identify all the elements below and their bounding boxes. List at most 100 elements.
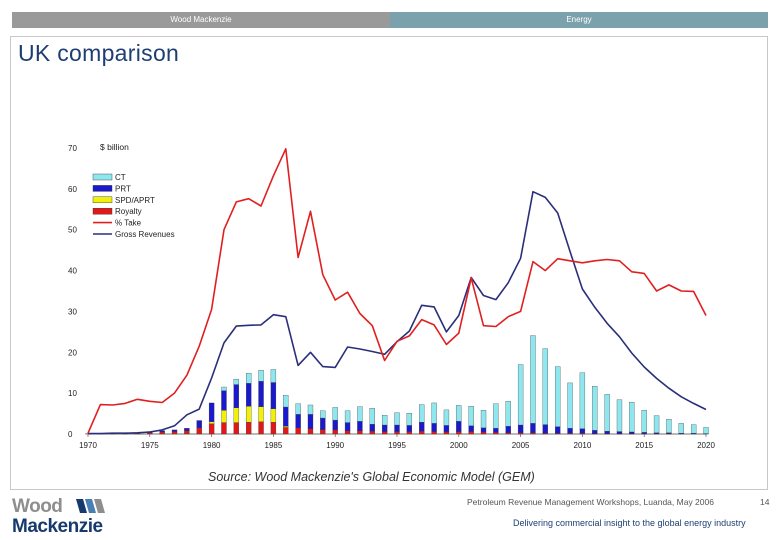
- x-tick-label: 1985: [265, 441, 283, 450]
- footer-event-text: Petroleum Revenue Management Workshops, …: [467, 497, 714, 507]
- page-number: 14: [760, 497, 770, 507]
- bar-segment: [357, 421, 363, 431]
- bar-segment: [456, 431, 462, 435]
- bar-segment: [270, 369, 277, 383]
- bar-segment: [579, 372, 586, 429]
- bar-segment: [270, 382, 277, 409]
- bar-segment: [530, 423, 536, 433]
- x-tick-label: 1990: [326, 441, 344, 450]
- bar-segment: [233, 422, 239, 435]
- bar-segment: [258, 406, 264, 422]
- bar-segment: [703, 427, 709, 434]
- bar-segment: [530, 335, 536, 424]
- bar-segment: [381, 424, 388, 432]
- bar-segment: [147, 432, 153, 435]
- y-tick-label: 30: [68, 307, 77, 316]
- bar-segment: [344, 422, 351, 431]
- bar-segment: [517, 424, 524, 433]
- y-tick-label: 60: [68, 185, 77, 194]
- bar-segment: [419, 404, 425, 423]
- bar-segment: [171, 429, 178, 432]
- bar-segment: [159, 431, 165, 435]
- bar-segment: [629, 401, 635, 433]
- bar-segment: [542, 348, 548, 425]
- bar-segment: [493, 432, 499, 435]
- bar-segment: [443, 431, 450, 435]
- bar-segment: [641, 432, 647, 434]
- bar-segment: [307, 428, 314, 435]
- bar-segment: [332, 429, 338, 435]
- bar-segment: [295, 414, 301, 429]
- bar-segment: [246, 383, 252, 407]
- bar-segment: [295, 403, 301, 415]
- bar-segment: [320, 417, 326, 430]
- bar-segment: [480, 427, 487, 433]
- bar-segment: [270, 408, 277, 423]
- x-tick-label: 2010: [574, 441, 592, 450]
- bar-segment: [246, 406, 252, 423]
- bar-segment: [690, 424, 697, 434]
- bar-segment: [456, 405, 462, 422]
- bar-segment: [567, 382, 573, 429]
- bar-segment: [283, 426, 289, 428]
- bar-segment: [480, 410, 487, 429]
- bar-segment: [480, 431, 487, 435]
- bar-segment: [369, 430, 375, 435]
- bar-segment: [431, 423, 437, 432]
- bar-segment: [616, 431, 623, 434]
- x-tick-label: 2000: [450, 441, 468, 450]
- page-title: UK comparison: [18, 40, 180, 66]
- legend-label: CT: [115, 173, 126, 182]
- bar-segment: [369, 424, 375, 432]
- bar-segment: [283, 395, 289, 408]
- bar-segment: [332, 407, 338, 421]
- logo-word-wood: Wood: [12, 496, 63, 517]
- source-note: Source: Wood Mackenzie's Global Economic…: [208, 470, 535, 484]
- bar-segment: [592, 386, 598, 431]
- legend-label: % Take: [115, 219, 142, 228]
- legend-label: Royalty: [115, 207, 142, 216]
- bar-segment: [530, 432, 536, 435]
- bar-segment: [357, 430, 363, 435]
- bar-segment: [233, 384, 239, 409]
- bar-segment: [517, 432, 524, 435]
- bar-segment: [641, 410, 647, 433]
- bar-segment: [159, 430, 165, 433]
- bar-segment: [493, 403, 499, 429]
- bar-segment: [406, 431, 413, 435]
- bar-segment: [431, 402, 437, 424]
- bar-segment: [246, 372, 252, 384]
- slide-frame: [10, 36, 768, 490]
- header-bar: Wood Mackenzie Energy: [12, 12, 768, 28]
- bar-segment: [555, 366, 561, 427]
- bar-segment: [604, 394, 610, 432]
- x-tick-label: 2020: [697, 441, 715, 450]
- x-tick-label: 1975: [141, 441, 159, 450]
- bar-segment: [419, 422, 425, 432]
- bar-segment: [443, 409, 450, 426]
- x-tick-label: 2005: [512, 441, 530, 450]
- legend-swatch: [92, 196, 113, 204]
- series-line: [88, 190, 707, 435]
- bar-segment: [567, 428, 573, 434]
- bar-segment: [394, 424, 400, 432]
- bar-segment: [394, 412, 400, 426]
- bar-segment: [468, 425, 474, 432]
- bar-segment: [171, 431, 178, 435]
- bar-segment: [307, 404, 314, 415]
- bar-segment: [283, 427, 289, 435]
- header-section-label: Energy: [390, 12, 768, 28]
- y-tick-label: 20: [68, 348, 77, 357]
- bar-segment: [184, 430, 190, 435]
- x-tick-label: 1970: [79, 441, 97, 450]
- y-tick-label: 50: [68, 226, 77, 235]
- bar-segment: [307, 414, 314, 429]
- x-tick-label: 1980: [203, 441, 221, 450]
- bar-segment: [233, 407, 239, 423]
- bar-segment: [258, 370, 264, 382]
- bar-segment: [332, 419, 338, 431]
- bar-segment: [320, 410, 326, 419]
- footer-tagline: Delivering commercial insight to the glo…: [513, 518, 746, 528]
- bar-segment: [221, 422, 227, 435]
- bar-segment: [653, 415, 660, 433]
